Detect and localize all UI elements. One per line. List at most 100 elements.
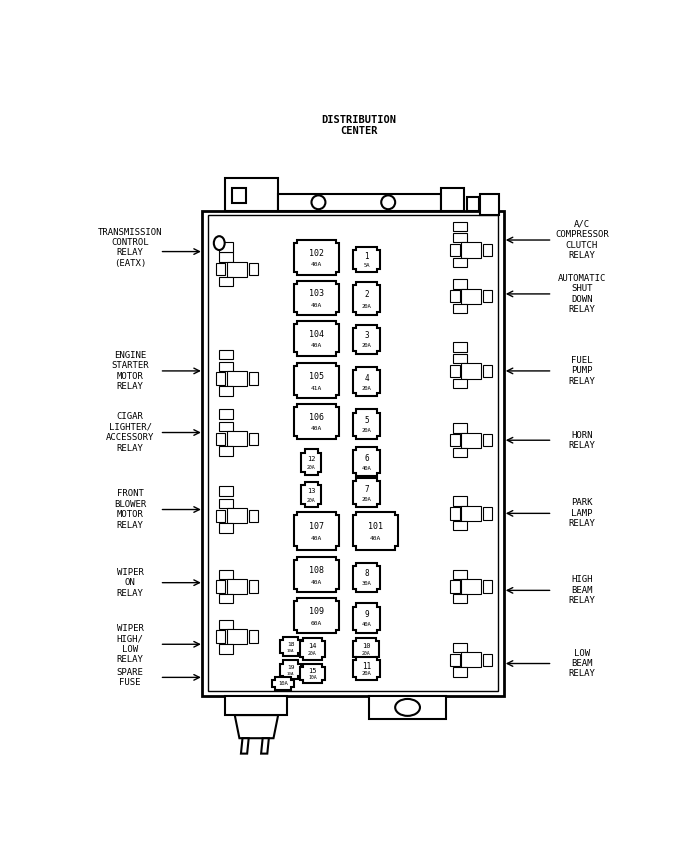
Polygon shape xyxy=(354,563,381,592)
Bar xyxy=(219,422,233,431)
Polygon shape xyxy=(300,664,325,683)
Bar xyxy=(219,362,233,371)
Ellipse shape xyxy=(382,196,395,209)
Bar xyxy=(219,523,233,533)
Text: 106: 106 xyxy=(309,413,323,421)
Bar xyxy=(483,290,492,302)
Bar xyxy=(454,304,468,313)
Polygon shape xyxy=(294,240,339,275)
Bar xyxy=(225,178,278,211)
Text: 20A: 20A xyxy=(307,498,316,503)
Ellipse shape xyxy=(312,196,326,209)
Bar xyxy=(216,510,225,522)
Bar xyxy=(483,434,492,446)
Text: 8: 8 xyxy=(365,569,369,578)
Bar xyxy=(219,486,233,496)
Bar xyxy=(219,386,233,396)
Bar xyxy=(461,288,481,304)
Bar xyxy=(461,432,481,448)
Bar xyxy=(248,432,258,444)
Text: 10A: 10A xyxy=(287,649,294,653)
Text: TRANSMISSION
CONTROL
RELAY
(EATX): TRANSMISSION CONTROL RELAY (EATX) xyxy=(98,227,162,268)
Text: PARK
LAMP
RELAY: PARK LAMP RELAY xyxy=(568,498,596,529)
Bar xyxy=(225,696,288,715)
Text: 40A: 40A xyxy=(311,303,322,308)
Bar xyxy=(461,242,481,257)
Bar xyxy=(480,194,499,214)
Text: HORN
RELAY: HORN RELAY xyxy=(568,431,596,450)
Polygon shape xyxy=(354,512,398,550)
Bar xyxy=(461,579,481,595)
Text: 4: 4 xyxy=(365,374,369,383)
Text: HIGH
BEAM
RELAY: HIGH BEAM RELAY xyxy=(568,576,596,605)
Bar xyxy=(450,654,459,666)
Bar xyxy=(219,498,233,508)
Bar xyxy=(248,631,258,643)
Bar xyxy=(248,263,258,275)
Bar xyxy=(219,277,233,287)
Bar xyxy=(483,507,492,520)
Text: 40A: 40A xyxy=(362,622,372,627)
Polygon shape xyxy=(354,247,381,272)
Bar xyxy=(216,631,225,643)
Bar xyxy=(219,446,233,456)
Text: 3: 3 xyxy=(365,331,369,341)
Polygon shape xyxy=(354,324,381,354)
Bar xyxy=(441,188,464,211)
Text: 20A: 20A xyxy=(362,304,372,309)
Bar xyxy=(450,244,459,257)
Text: CIGAR
LIGHTER/
ACCESSORY
RELAY: CIGAR LIGHTER/ ACCESSORY RELAY xyxy=(106,413,154,453)
Polygon shape xyxy=(354,638,379,660)
Polygon shape xyxy=(354,282,381,316)
Text: 10: 10 xyxy=(362,644,370,650)
Text: 101: 101 xyxy=(368,522,384,530)
Text: ENGINE
STARTER
MOTOR
RELAY: ENGINE STARTER MOTOR RELAY xyxy=(111,351,149,391)
Text: 109: 109 xyxy=(309,607,323,616)
Bar xyxy=(483,365,492,377)
Bar xyxy=(454,378,468,388)
Bar xyxy=(219,619,233,629)
Bar xyxy=(232,188,246,203)
Text: 14: 14 xyxy=(308,644,316,650)
Polygon shape xyxy=(234,715,278,738)
Text: 40A: 40A xyxy=(311,343,322,348)
Bar xyxy=(461,363,481,378)
Text: 40A: 40A xyxy=(370,536,382,541)
Polygon shape xyxy=(241,738,248,753)
Bar xyxy=(450,507,459,520)
Bar xyxy=(454,448,468,457)
Bar xyxy=(450,290,459,302)
Text: 40A: 40A xyxy=(311,536,322,541)
Bar xyxy=(483,580,492,593)
Text: 10A: 10A xyxy=(308,675,316,680)
Text: 107: 107 xyxy=(309,522,323,530)
Text: 20A: 20A xyxy=(362,385,372,390)
Bar xyxy=(227,629,247,644)
Polygon shape xyxy=(294,281,339,316)
Text: LOW
BEAM
RELAY: LOW BEAM RELAY xyxy=(568,649,596,679)
Bar xyxy=(227,262,247,277)
Text: A/C
COMPRESSOR
CLUTCH
RELAY: A/C COMPRESSOR CLUTCH RELAY xyxy=(555,220,609,260)
Polygon shape xyxy=(294,557,339,592)
Polygon shape xyxy=(294,512,339,550)
Text: 7: 7 xyxy=(365,485,369,493)
Bar xyxy=(454,570,468,579)
Bar xyxy=(450,365,459,377)
Bar xyxy=(227,371,247,386)
Text: 1: 1 xyxy=(365,252,369,261)
Bar xyxy=(454,342,468,352)
Text: 40A: 40A xyxy=(311,426,322,432)
Text: 6: 6 xyxy=(365,454,369,462)
Text: 11: 11 xyxy=(363,662,372,671)
Bar xyxy=(468,196,479,211)
Text: 40A: 40A xyxy=(311,263,322,268)
Text: WIPER
ON
RELAY: WIPER ON RELAY xyxy=(117,568,144,597)
Text: 12: 12 xyxy=(307,456,315,462)
Bar xyxy=(454,595,468,603)
Text: 18: 18 xyxy=(287,642,294,647)
Bar xyxy=(454,221,468,231)
Polygon shape xyxy=(280,661,302,679)
Text: 104: 104 xyxy=(309,329,323,339)
Text: 13: 13 xyxy=(307,488,315,494)
Polygon shape xyxy=(300,638,325,660)
